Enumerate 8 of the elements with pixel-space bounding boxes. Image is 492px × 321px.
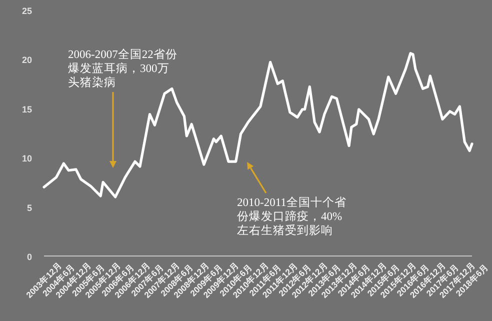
y-tick-label: 15 xyxy=(22,104,32,114)
annotation: 2006-2007全国22省份爆发蓝耳病，300万头猪染病 xyxy=(68,48,178,90)
y-tick-label: 0 xyxy=(26,252,32,262)
y-tick-label: 10 xyxy=(22,154,32,164)
y-tick-label: 20 xyxy=(22,55,32,66)
y-tick-label: 25 xyxy=(22,6,32,16)
y-tick-label: 5 xyxy=(26,202,32,213)
annotation: 2010-2011全国十个省份爆发口蹄疫，40%左右生猪受到影响 xyxy=(237,196,348,238)
